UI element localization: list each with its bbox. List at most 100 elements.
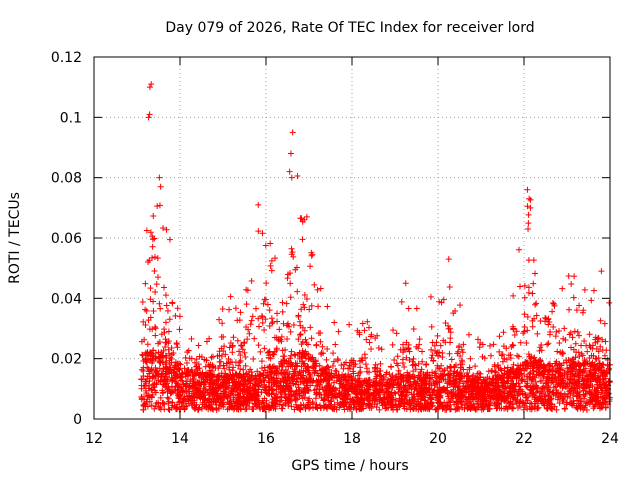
data-point (293, 264, 300, 271)
data-point (164, 367, 171, 374)
data-point (556, 393, 563, 400)
data-point (530, 355, 537, 362)
data-point (376, 406, 383, 413)
data-point (406, 356, 413, 363)
data-point (212, 384, 219, 391)
data-point (219, 320, 226, 327)
data-point (351, 398, 358, 405)
data-point (590, 364, 597, 371)
data-point (376, 394, 383, 401)
data-point (195, 385, 202, 392)
data-point (574, 404, 581, 411)
data-point (320, 371, 327, 378)
data-point (238, 342, 245, 349)
x-axis-label: GPS time / hours (291, 458, 408, 474)
data-point (599, 346, 606, 353)
data-point (324, 303, 331, 310)
data-point (561, 405, 568, 412)
data-point (504, 364, 511, 371)
data-point (256, 323, 263, 330)
data-point (532, 301, 539, 308)
data-point (176, 360, 183, 367)
data-point (553, 358, 560, 365)
data-point (227, 339, 234, 346)
data-point (601, 320, 608, 327)
data-point (454, 384, 461, 391)
data-point (324, 363, 331, 370)
data-point (247, 379, 254, 386)
data-point (149, 358, 156, 365)
data-point (145, 385, 152, 392)
data-point (368, 346, 375, 353)
data-point (409, 362, 416, 369)
data-point (259, 319, 266, 326)
data-point (407, 404, 414, 411)
data-point (324, 345, 331, 352)
data-point (329, 406, 336, 413)
data-point (306, 306, 313, 313)
data-point (452, 406, 459, 413)
data-point (589, 372, 596, 379)
data-point (146, 368, 153, 375)
data-point (259, 405, 266, 412)
data-point (288, 251, 295, 258)
data-point (541, 400, 548, 407)
data-point (252, 394, 259, 401)
data-point (447, 329, 454, 336)
data-point (600, 361, 607, 368)
data-point (287, 280, 294, 287)
data-point (143, 380, 150, 387)
data-point (421, 397, 428, 404)
data-point (392, 390, 399, 397)
data-point (427, 395, 434, 402)
data-point (237, 402, 244, 409)
data-point (147, 296, 154, 303)
data-point (306, 371, 313, 378)
data-point (578, 342, 585, 349)
data-point (241, 349, 248, 356)
data-point (352, 377, 359, 384)
data-point (456, 394, 463, 401)
data-point (165, 346, 172, 353)
data-point (141, 336, 148, 343)
data-point (572, 340, 579, 347)
data-point (261, 326, 268, 333)
y-tick-label: 0.12 (51, 50, 82, 66)
data-point (445, 371, 452, 378)
data-point (183, 359, 190, 366)
data-point (255, 342, 262, 349)
data-point (469, 378, 476, 385)
data-point (417, 386, 424, 393)
data-point (586, 354, 593, 361)
data-point (432, 368, 439, 375)
data-point (350, 363, 357, 370)
data-point (353, 394, 360, 401)
data-point (153, 368, 160, 375)
data-point (249, 313, 256, 320)
data-point (303, 295, 310, 302)
data-point (402, 393, 409, 400)
data-point (465, 388, 472, 395)
data-point (154, 255, 161, 262)
data-point (157, 406, 164, 413)
data-point (588, 297, 595, 304)
data-point (516, 386, 523, 393)
data-point (252, 382, 259, 389)
data-point (181, 406, 188, 413)
data-point (162, 343, 169, 350)
data-point (413, 382, 420, 389)
data-point (286, 378, 293, 385)
data-point (178, 386, 185, 393)
data-point (571, 328, 578, 335)
data-point (228, 400, 235, 407)
data-point (545, 374, 552, 381)
data-point (354, 391, 361, 398)
data-point (152, 288, 159, 295)
data-point (146, 111, 153, 118)
data-point (405, 374, 412, 381)
data-point (221, 343, 228, 350)
data-point (428, 323, 435, 330)
data-point (365, 387, 372, 394)
data-point (295, 312, 302, 319)
data-point (274, 377, 281, 384)
